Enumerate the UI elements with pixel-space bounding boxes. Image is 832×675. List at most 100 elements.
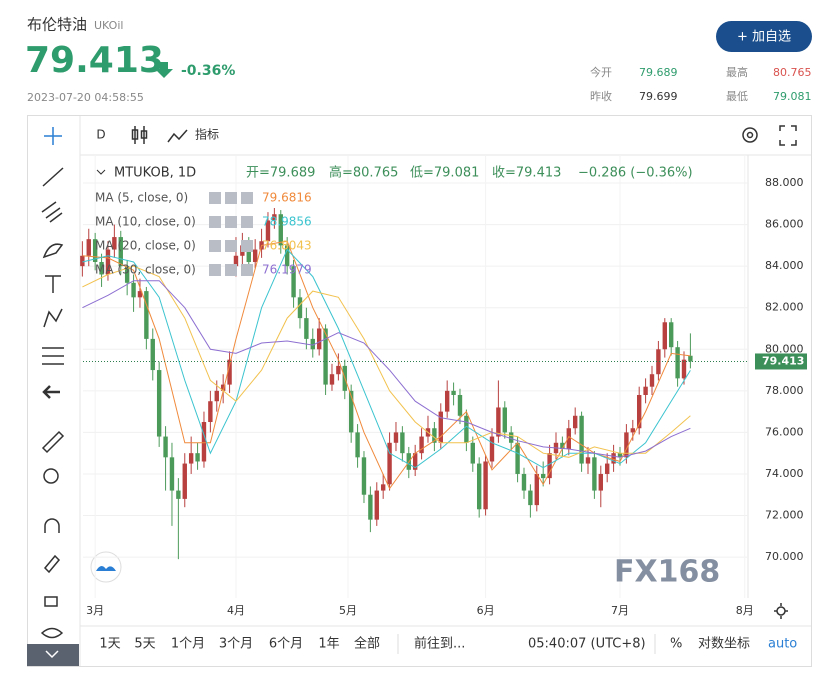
stat-label: 昨收 xyxy=(590,89,612,103)
ma-legend-button[interactable] xyxy=(225,240,237,252)
collapse-legend[interactable] xyxy=(96,169,106,175)
log-button[interactable]: 对数坐标 xyxy=(698,637,750,652)
price-tick-label: 82.000 xyxy=(765,301,804,314)
projection-tool[interactable] xyxy=(42,347,64,365)
candle-body xyxy=(432,428,437,443)
candle-body xyxy=(483,461,488,510)
indicator-icon[interactable] xyxy=(167,129,188,143)
candle-body xyxy=(208,401,213,423)
stat-value: 79.689 xyxy=(639,66,678,79)
candle-body xyxy=(329,374,335,385)
candle-body xyxy=(502,407,507,433)
range-button[interactable]: 1天 xyxy=(99,637,120,652)
ma-legend-button[interactable] xyxy=(209,216,221,228)
date-tick-label: 3月 xyxy=(86,604,104,617)
stat-value: 80.765 xyxy=(773,66,812,79)
range-button[interactable]: 1个月 xyxy=(171,637,205,652)
candle-body xyxy=(265,220,271,242)
range-button[interactable]: 5天 xyxy=(134,637,155,652)
range-button[interactable]: 6个月 xyxy=(269,637,303,652)
down-arrow xyxy=(155,62,173,78)
pattern-tool[interactable] xyxy=(43,308,63,328)
legend-symbol: MTUKOB, 1D xyxy=(114,166,196,181)
magnet-tool[interactable] xyxy=(44,518,60,533)
candle-body xyxy=(182,463,187,499)
watchlist-button-label[interactable]: + 加自选 xyxy=(737,30,791,45)
axis-settings-icon[interactable] xyxy=(774,603,788,619)
candle-body xyxy=(284,245,290,267)
ma-legend-button[interactable] xyxy=(209,192,221,204)
candle-body xyxy=(649,374,655,387)
range-button[interactable]: 1年 xyxy=(318,637,339,652)
ma-legend-button[interactable] xyxy=(241,264,253,276)
candle-body xyxy=(323,328,328,385)
candle-body xyxy=(278,214,283,246)
ma-legend-button[interactable] xyxy=(209,240,221,252)
stat-value: 79.699 xyxy=(639,90,678,103)
range-button[interactable]: 全部 xyxy=(354,636,380,652)
date-tick-label: 5月 xyxy=(339,604,357,617)
price-tick-label: 84.000 xyxy=(765,259,804,272)
lock-draw-tool[interactable] xyxy=(43,554,61,574)
ma-legend-button[interactable] xyxy=(225,216,237,228)
ma-legend-button[interactable] xyxy=(241,192,253,204)
text-tool[interactable] xyxy=(45,275,61,293)
candle-body xyxy=(124,266,130,283)
price-tick-label: 70.000 xyxy=(765,550,804,563)
fib-tool[interactable] xyxy=(41,201,63,223)
percent-button[interactable]: % xyxy=(670,637,682,652)
candle-type-icon[interactable] xyxy=(131,126,148,144)
ma-legend-name: MA (10, close, 0) xyxy=(95,215,196,229)
watchlist-button[interactable] xyxy=(716,21,812,52)
candle-body xyxy=(233,255,239,267)
candle-body xyxy=(156,370,162,437)
candle-body xyxy=(348,390,354,433)
candle-body xyxy=(374,490,379,520)
range-button[interactable]: 3个月 xyxy=(219,637,253,652)
candle-body xyxy=(188,453,194,464)
candle-body xyxy=(137,291,143,298)
fullscreen-icon[interactable] xyxy=(779,125,797,146)
logo-badge xyxy=(90,551,122,583)
candle-body xyxy=(169,457,175,491)
price-tick-label: 86.000 xyxy=(765,218,804,231)
brush-tool[interactable] xyxy=(42,243,64,259)
zoom-tool[interactable] xyxy=(43,468,59,484)
price-tick-label: 80.000 xyxy=(765,342,804,355)
trendline-tool[interactable] xyxy=(42,167,64,187)
visibility-tool[interactable] xyxy=(40,627,64,639)
price-tick-label: 78.000 xyxy=(765,384,804,397)
auto-button[interactable]: auto xyxy=(768,637,797,652)
goto-button[interactable]: 前往到... xyxy=(414,636,465,652)
ma-legend-button[interactable] xyxy=(241,240,253,252)
crosshair-tool[interactable] xyxy=(44,127,62,145)
axis-settings-ring[interactable] xyxy=(776,606,786,616)
candle-body xyxy=(508,432,514,443)
date-tick-label: 6月 xyxy=(477,604,495,617)
lock-tool[interactable] xyxy=(44,596,58,607)
date-tick-label: 7月 xyxy=(611,604,629,617)
back-tool[interactable] xyxy=(42,385,60,399)
settings-icon[interactable] xyxy=(742,127,758,143)
candle-body xyxy=(438,411,443,443)
price-tick-label: 76.000 xyxy=(765,425,804,438)
instrument-name: 布伦特油 xyxy=(27,16,87,34)
ma-legend-button[interactable] xyxy=(225,264,237,276)
interval-button[interactable]: D xyxy=(96,128,105,142)
candle-body xyxy=(214,390,219,402)
chart-frame xyxy=(27,115,812,667)
indicator-button[interactable]: 指标 xyxy=(195,127,219,142)
last-price-tag xyxy=(755,353,807,370)
candle-body xyxy=(227,359,232,385)
ma-legend-button[interactable] xyxy=(209,264,221,276)
collapse-arrow[interactable] xyxy=(45,650,59,659)
ma-legend-button[interactable] xyxy=(225,192,237,204)
candle-body xyxy=(368,494,373,520)
candle-body xyxy=(464,415,469,443)
candle-body xyxy=(252,249,258,263)
ruler-tool[interactable] xyxy=(41,430,65,454)
candle-body xyxy=(528,490,533,506)
candle-body xyxy=(611,453,616,464)
candle-body xyxy=(598,473,603,491)
ma-legend-button[interactable] xyxy=(241,216,253,228)
